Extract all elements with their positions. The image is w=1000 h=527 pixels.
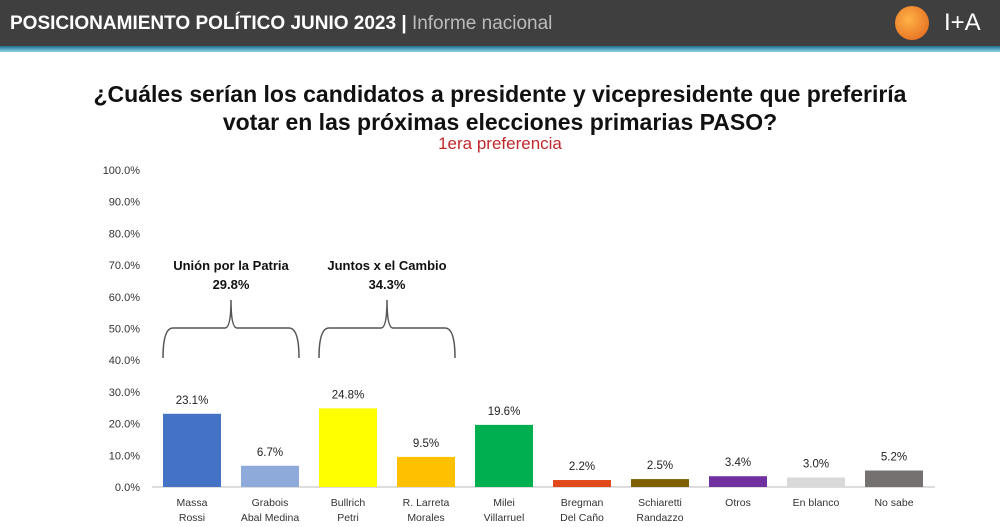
data-label: 6.7% xyxy=(257,447,283,459)
y-tick-label: 100.0% xyxy=(103,165,141,177)
title-line-1: ¿Cuáles serían los candidatos a presiden… xyxy=(93,81,907,107)
y-tick-label: 20.0% xyxy=(109,419,140,431)
data-label: 2.2% xyxy=(569,461,595,473)
data-label: 3.4% xyxy=(725,457,751,469)
x-tick-label: R. Larreta xyxy=(403,497,450,509)
data-label: 2.5% xyxy=(647,460,673,472)
y-tick-label: 70.0% xyxy=(109,260,140,272)
report-title-main: POSICIONAMIENTO POLÍTICO JUNIO 2023 xyxy=(10,13,397,34)
y-tick-label: 10.0% xyxy=(109,450,140,462)
x-tick-label: Otros xyxy=(725,497,751,509)
header-divider xyxy=(0,46,1000,52)
x-tick-label: Rossi xyxy=(179,512,205,524)
chart-title: ¿Cuáles serían los candidatos a presiden… xyxy=(0,80,1000,136)
y-tick-label: 90.0% xyxy=(109,197,140,209)
data-label: 5.2% xyxy=(881,452,907,464)
bar xyxy=(865,470,923,487)
group-name: Unión por la Patria xyxy=(173,258,289,273)
y-tick-label: 60.0% xyxy=(109,292,140,304)
y-tick-label: 30.0% xyxy=(109,387,140,399)
x-tick-label: Milei xyxy=(493,497,515,509)
x-tick-label: Schiaretti xyxy=(638,497,682,509)
x-tick-label: Bullrich xyxy=(331,497,366,509)
x-tick-label: Del Caño xyxy=(560,512,604,524)
x-tick-label: En blanco xyxy=(793,497,840,509)
bar xyxy=(241,465,299,487)
x-tick-label: Villarruel xyxy=(484,512,525,524)
bar xyxy=(631,479,689,487)
report-subtitle: Informe nacional xyxy=(411,13,553,34)
bar xyxy=(709,476,767,487)
x-tick-label: Grabois xyxy=(252,497,289,509)
data-label: 23.1% xyxy=(176,395,209,407)
y-tick-label: 50.0% xyxy=(109,324,140,336)
x-tick-label: No sabe xyxy=(874,497,913,509)
chart-subtitle: 1era preferencia xyxy=(438,134,562,153)
title-line-2: votar en las próximas elecciones primari… xyxy=(222,109,778,135)
bar xyxy=(475,424,533,487)
y-tick-label: 80.0% xyxy=(109,228,140,240)
group-total: 29.8% xyxy=(213,277,250,292)
bar xyxy=(787,477,845,487)
group-name: Juntos x el Cambio xyxy=(327,258,446,273)
bar xyxy=(163,413,221,487)
header-bar: POSICIONAMIENTO POLÍTICO JUNIO 2023 | In… xyxy=(0,0,1000,46)
x-tick-label: Randazzo xyxy=(636,512,683,524)
data-label: 24.8% xyxy=(332,389,365,401)
x-tick-label: Bregman xyxy=(561,497,604,509)
data-label: 3.0% xyxy=(803,458,829,470)
x-tick-label: Petri xyxy=(337,512,359,524)
title-separator: | xyxy=(396,13,412,34)
x-tick-label: Abal Medina xyxy=(241,512,300,524)
data-label: 9.5% xyxy=(413,438,439,450)
logo-icon xyxy=(895,6,929,40)
x-tick-label: Morales xyxy=(407,512,444,524)
report-title: POSICIONAMIENTO POLÍTICO JUNIO 2023 | In… xyxy=(10,13,552,35)
logo-text: I+A xyxy=(944,9,981,36)
group-total: 34.3% xyxy=(369,277,406,292)
x-tick-label: Massa xyxy=(177,497,208,509)
y-tick-label: 0.0% xyxy=(115,482,140,494)
group-brace xyxy=(162,299,300,359)
data-label: 19.6% xyxy=(488,406,521,418)
y-tick-label: 40.0% xyxy=(109,355,140,367)
group-brace xyxy=(318,299,456,359)
bar xyxy=(319,408,377,487)
bar xyxy=(397,456,455,487)
bar xyxy=(553,480,611,487)
